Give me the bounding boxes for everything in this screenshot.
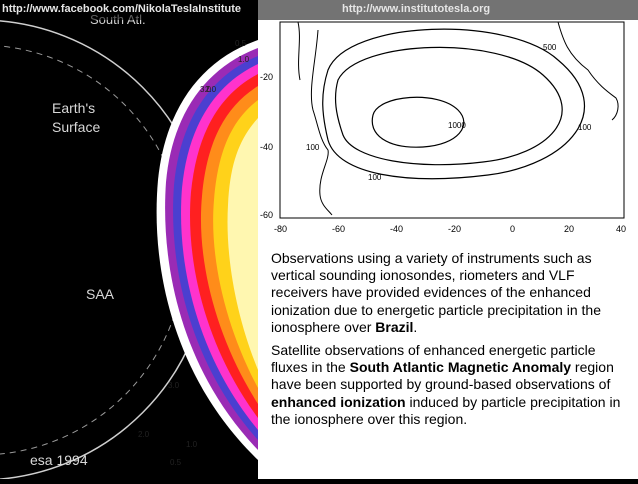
map-y-tick: -60	[260, 210, 273, 220]
coastline-west	[297, 21, 301, 81]
contour-map: 100 1000 100 500 100 -20 -40 -60 -80 -60…	[260, 21, 626, 234]
map-x-tick: 20	[564, 224, 574, 234]
map-contour-label: 100	[306, 143, 320, 152]
esa-credit-label: esa 1994	[30, 452, 88, 468]
coastline-africa	[557, 21, 619, 121]
esa-flux-image: 0.5 1.0 2.0 3.0 0.5 1.0 2.0 3.0 South At…	[0, 0, 258, 480]
contour-label: 1.0	[238, 55, 250, 64]
contour-label: 2.0	[138, 430, 150, 439]
map-x-tick: 0	[510, 224, 515, 234]
map-y-tick: -40	[260, 142, 273, 152]
body-text: Observations using a variety of instrume…	[271, 250, 631, 434]
map-contour-label: 100	[368, 173, 382, 182]
contour-100	[322, 28, 586, 180]
map-y-tick: -20	[260, 72, 273, 82]
brazil-bold: Brazil	[375, 318, 414, 335]
band-core	[227, 118, 258, 370]
anomaly-bold: South Atlantic Magnetic Anomaly	[349, 359, 572, 376]
map-frame	[279, 21, 625, 219]
facebook-url-link[interactable]: http://www.facebook.com/NikolaTeslaInsti…	[2, 3, 241, 15]
url-banner: http://www.facebook.com/NikolaTeslaInsti…	[0, 0, 638, 20]
paragraph-2: Satellite observations of enhanced energ…	[271, 342, 621, 427]
map-x-tick: -60	[332, 224, 345, 234]
radiation-belt-figure: 0.5 1.0 2.0 3.0 0.5 1.0 2.0 3.0 South At…	[0, 12, 258, 480]
contour-label: 3.0	[168, 381, 180, 390]
map-x-tick: -40	[390, 224, 403, 234]
ionization-bold: enhanced ionization	[271, 393, 406, 410]
map-contour-label: 1000	[448, 121, 466, 130]
contour-label: 3.0	[200, 85, 212, 94]
contour-500	[334, 46, 563, 166]
map-x-tick: -20	[448, 224, 461, 234]
contour-1000	[371, 96, 465, 148]
contour-label: 1.0	[186, 440, 198, 449]
contour-label: 0.5	[235, 39, 247, 48]
earth-surface-label-line2: Surface	[52, 119, 101, 135]
contour-label: 2.0	[205, 85, 217, 94]
saa-label: SAA	[86, 286, 115, 302]
map-contour-label: 100	[578, 123, 592, 132]
coastline-south-america	[310, 29, 333, 216]
earth-surface-label-line1: Earth's	[52, 100, 96, 116]
contour-label: 0.5	[170, 458, 182, 467]
map-x-tick: 40	[616, 224, 626, 234]
website-url-link[interactable]: http://www.institutotesla.org	[342, 3, 491, 15]
paragraph-1: Observations using a variety of instrume…	[271, 250, 601, 335]
map-contour-label: 500	[543, 43, 557, 52]
map-x-tick: -80	[274, 224, 287, 234]
